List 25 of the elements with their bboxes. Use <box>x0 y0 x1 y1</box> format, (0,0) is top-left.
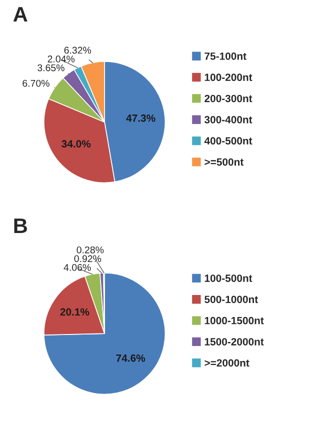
data-label: 2.04% <box>48 56 75 62</box>
legend-label: 400-500nt <box>204 137 252 145</box>
data-label: 4.06% <box>64 264 91 271</box>
legend-label: 300-400nt <box>204 116 252 124</box>
legend-label: 500-1000nt <box>204 296 258 304</box>
data-label: 20.1% <box>60 308 90 316</box>
chart-title: B <box>14 218 27 233</box>
data-label: 3.65% <box>38 64 64 72</box>
legend-label: 100-200nt <box>204 74 252 82</box>
chart-title: A <box>13 7 28 22</box>
data-label: 6.70% <box>22 80 50 87</box>
legend-label: >=2000nt <box>204 359 250 367</box>
legend-label: 75-100nt <box>204 52 246 60</box>
data-label: 6.32% <box>64 46 92 54</box>
slice-label: 100-500nt <box>204 274 252 282</box>
legend-label: >=500nt <box>204 158 244 166</box>
pie-slice <box>44 272 166 395</box>
data-label: 0.92% <box>74 255 102 262</box>
data-label: 47.3% <box>126 114 156 122</box>
legend-label: 200-300nt <box>204 94 252 102</box>
data-label: 74.6% <box>116 354 146 362</box>
legend-label: 1500-2000nt <box>204 338 264 346</box>
data-label: 0.28% <box>76 246 104 254</box>
legend-label: 1000-1500nt <box>204 316 264 324</box>
data-label: 34.0% <box>62 140 91 148</box>
